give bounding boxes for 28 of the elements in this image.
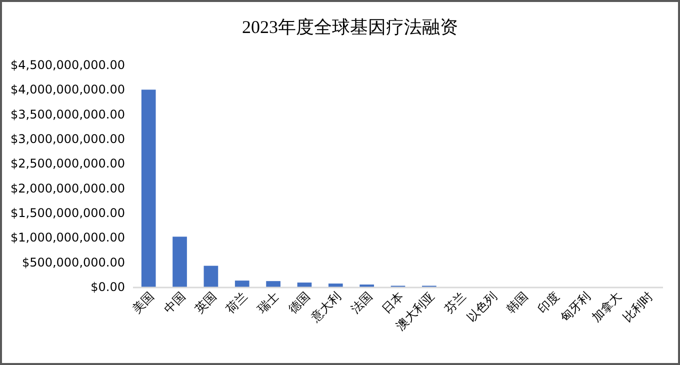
x-tick-label: 比利时	[620, 289, 656, 325]
y-tick-label: $2,500,000,000.00	[10, 156, 125, 171]
bar	[266, 281, 280, 287]
x-tick-label: 中国	[161, 289, 188, 316]
y-tick-label: $1,500,000,000.00	[10, 206, 125, 220]
y-tick-label: $1,000,000,000.00	[10, 230, 125, 245]
x-tick-label: 日本	[379, 289, 406, 316]
bar	[234, 280, 250, 287]
x-tick-label: 瑞士	[254, 289, 282, 316]
y-tick-label: $3,000,000,000.00	[10, 132, 125, 146]
bar	[328, 284, 343, 287]
bar	[172, 236, 187, 287]
bar	[141, 90, 156, 287]
chart-title: 2023年度全球基因疗法融资	[242, 17, 458, 37]
x-tick-label: 印度	[535, 289, 562, 316]
y-tick-label: $3,500,000,000.00	[10, 107, 125, 122]
x-tick-label: 英国	[192, 289, 220, 316]
bar	[204, 266, 218, 287]
x-tick-label: 法国	[348, 289, 375, 316]
y-tick-label: $2,000,000,000.00	[10, 181, 125, 196]
x-tick-label: 美国	[130, 289, 157, 316]
y-tick-label: $4,000,000,000.00	[10, 82, 125, 97]
y-tick-label: $4,500,000,000.00	[10, 58, 125, 72]
bar	[297, 282, 312, 287]
y-tick-label: $0.00	[90, 280, 125, 294]
x-tick-label: 荷兰	[223, 289, 250, 316]
y-tick-label: $500,000,000.00	[22, 255, 125, 270]
x-tick-label: 韩国	[504, 289, 531, 316]
